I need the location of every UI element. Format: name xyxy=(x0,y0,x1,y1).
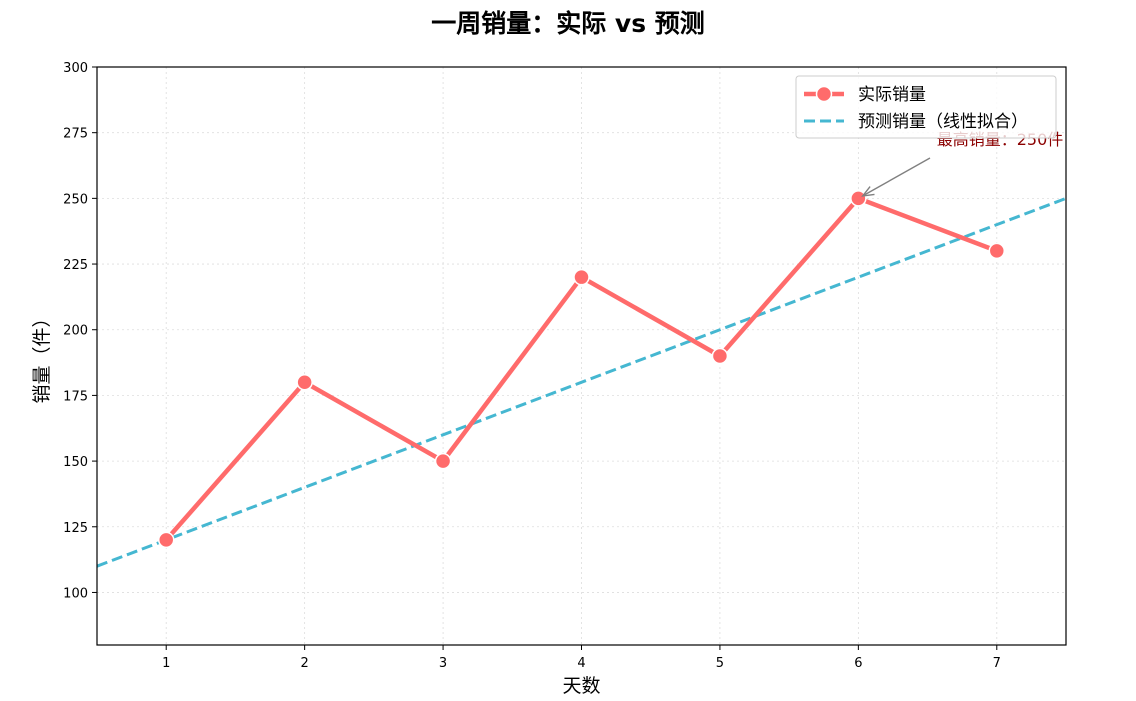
y-tick-label: 175 xyxy=(63,389,88,404)
actual-point xyxy=(988,242,1006,260)
y-tick-label: 250 xyxy=(63,192,88,207)
fit-series xyxy=(96,196,1067,568)
actual-point xyxy=(711,347,729,365)
annotation: 最高销量：250件 xyxy=(861,130,1063,197)
axis-ticks: 1 2 3 4 5 6 7 100 125 150 175 200 225 250 275 300 xyxy=(63,61,1001,671)
annotation-arrow xyxy=(862,157,931,197)
y-tick-label: 150 xyxy=(63,455,88,470)
actual-point xyxy=(157,531,175,549)
legend-box xyxy=(795,75,1057,139)
x-axis-label: 天数 xyxy=(562,675,600,697)
x-tick-label: 1 xyxy=(162,656,170,671)
actual-point xyxy=(573,268,590,286)
annotation-arrowhead xyxy=(861,186,875,197)
actual-point xyxy=(296,374,313,391)
y-tick-label: 300 xyxy=(63,61,88,76)
actual-point xyxy=(850,190,867,207)
y-tick-label: 125 xyxy=(63,521,88,536)
grid xyxy=(97,66,1066,645)
actual-point xyxy=(434,452,452,470)
x-tick-label: 3 xyxy=(439,656,447,671)
x-tick-label: 2 xyxy=(301,656,309,671)
x-tick-label: 5 xyxy=(716,656,724,671)
legend-label-actual: 实际销量 xyxy=(858,85,926,105)
x-tick-label: 7 xyxy=(993,656,1001,671)
actual-series xyxy=(157,190,1006,549)
y-tick-label: 100 xyxy=(63,586,88,601)
y-tick-label: 275 xyxy=(63,127,88,142)
fit-line xyxy=(96,196,1067,568)
legend-marker-actual xyxy=(815,85,833,103)
x-tick-label: 4 xyxy=(577,656,585,671)
x-tick-label: 6 xyxy=(854,656,862,671)
y-tick-label: 200 xyxy=(63,324,88,339)
chart-title: 一周销量：实际 vs 预测 xyxy=(431,9,705,38)
y-tick-label: 225 xyxy=(63,258,88,273)
legend-label-fit: 预测销量（线性拟合） xyxy=(858,112,1028,132)
y-axis-label: 销量（件） xyxy=(31,308,53,403)
